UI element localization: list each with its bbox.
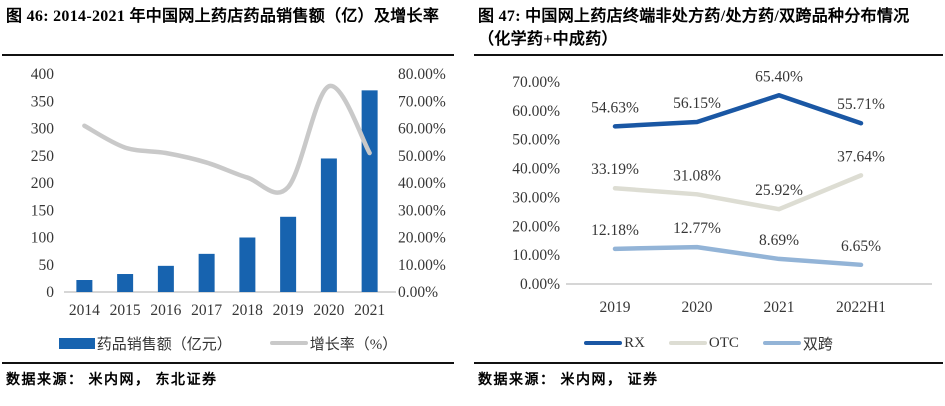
bar-series-swatch-icon xyxy=(58,337,95,349)
svg-text:400: 400 xyxy=(31,66,55,83)
svg-text:0: 0 xyxy=(46,284,54,301)
svg-text:12.18%: 12.18% xyxy=(591,222,639,239)
svg-text:80.00%: 80.00% xyxy=(398,66,446,83)
svg-text:10.00%: 10.00% xyxy=(512,247,560,264)
figure-47-source: 数据来源： 米内网， 证券 xyxy=(478,373,659,388)
svg-text:54.63%: 54.63% xyxy=(591,99,639,116)
svg-text:2020: 2020 xyxy=(682,299,713,316)
svg-text:2016: 2016 xyxy=(150,302,181,319)
svg-text:20.00%: 20.00% xyxy=(398,230,446,247)
svg-text:60.00%: 60.00% xyxy=(398,121,446,138)
svg-text:70.00%: 70.00% xyxy=(398,93,446,110)
figure-47-title: 图 47: 中国网上药店终端非处方药/处方药/双跨品种分布情况（化学药+中成药） xyxy=(478,8,910,48)
svg-text:8.69%: 8.69% xyxy=(759,232,799,249)
svg-text:12.77%: 12.77% xyxy=(673,220,721,237)
rx-line-swatch-icon xyxy=(584,341,623,345)
figure-46-title-rule xyxy=(2,54,454,56)
svg-text:37.64%: 37.64% xyxy=(837,148,885,165)
svg-text:350: 350 xyxy=(31,93,55,110)
svg-text:2022H1: 2022H1 xyxy=(836,299,886,316)
svg-text:30.00%: 30.00% xyxy=(398,202,446,219)
otc-line-swatch-icon xyxy=(668,341,707,345)
svg-text:10.00%: 10.00% xyxy=(398,257,446,274)
figure-46-source: 数据来源： 米内网， 东北证券 xyxy=(6,373,218,388)
sales-growth-combo-chart: 0 50 100 150 200 250 300 350 400 0.00% 10.00% 20.00… xyxy=(31,66,446,319)
growth-line-swatch-icon xyxy=(269,341,308,345)
legend-item-growth: 增长率（%） xyxy=(269,333,398,354)
legend-label-growth: 增长率（%） xyxy=(309,336,398,353)
svg-text:150: 150 xyxy=(31,202,55,219)
legend-item-rx: RX xyxy=(584,335,645,352)
figure-47-panel: 图 47: 中国网上药店终端非处方药/处方药/双跨品种分布情况（化学药+中成药）… xyxy=(462,0,945,406)
svg-text:50: 50 xyxy=(39,257,55,274)
svg-text:65.40%: 65.40% xyxy=(755,68,803,85)
svg-text:2017: 2017 xyxy=(191,302,222,319)
svg-text:31.08%: 31.08% xyxy=(673,167,721,184)
svg-text:250: 250 xyxy=(31,148,55,165)
svg-text:70.00%: 70.00% xyxy=(512,74,560,91)
svg-text:0.00%: 0.00% xyxy=(520,276,560,293)
svg-text:40.00%: 40.00% xyxy=(398,175,446,192)
legend-label-shuangkua: 双跨 xyxy=(802,336,833,353)
svg-text:2020: 2020 xyxy=(313,302,344,319)
svg-text:20.00%: 20.00% xyxy=(512,218,560,235)
svg-text:60.00%: 60.00% xyxy=(512,103,560,120)
shuangkua-line-swatch-icon xyxy=(762,341,801,345)
svg-text:2021: 2021 xyxy=(354,302,385,319)
rx-otc-shuangkua-line-chart: 0.00% 10.00% 20.00% 30.00% 40.00% 50.00% 60.00… xyxy=(512,68,932,316)
svg-text:55.71%: 55.71% xyxy=(837,96,885,113)
svg-text:33.19%: 33.19% xyxy=(591,161,639,178)
figure-47-title-rule xyxy=(474,54,943,56)
figure-46-legend: 药品销售额（亿元） 增长率（%） xyxy=(2,330,454,356)
svg-text:40.00%: 40.00% xyxy=(512,161,560,178)
svg-text:30.00%: 30.00% xyxy=(512,189,560,206)
legend-label-otc: OTC xyxy=(708,334,739,351)
figure-46-title: 图 46: 2014-2021 年中国网上药店药品销售额（亿）及增长率 xyxy=(6,8,440,25)
svg-text:50.00%: 50.00% xyxy=(512,132,560,149)
legend-item-otc: OTC xyxy=(668,334,739,352)
figure-47-bottom-rule xyxy=(474,362,943,364)
svg-text:2014: 2014 xyxy=(69,302,100,319)
figure-47-legend: RX OTC 双跨 xyxy=(474,330,943,356)
legend-label-rx: RX xyxy=(624,334,645,351)
figure-46-bottom-rule xyxy=(2,362,454,364)
legend-item-sales: 药品销售额（亿元） xyxy=(58,333,232,354)
legend-item-shuangkua: 双跨 xyxy=(762,333,833,354)
svg-text:2019: 2019 xyxy=(273,302,304,319)
svg-text:0.00%: 0.00% xyxy=(398,284,438,301)
svg-text:2018: 2018 xyxy=(232,302,263,319)
svg-text:56.15%: 56.15% xyxy=(673,95,721,112)
svg-text:6.65%: 6.65% xyxy=(841,238,881,255)
svg-text:200: 200 xyxy=(31,175,55,192)
svg-text:50.00%: 50.00% xyxy=(398,148,446,165)
figure-46-panel: 图 46: 2014-2021 年中国网上药店药品销售额（亿）及增长率 0 50 1… xyxy=(0,0,462,406)
svg-text:2021: 2021 xyxy=(764,299,795,316)
svg-text:300: 300 xyxy=(31,121,55,138)
svg-text:2015: 2015 xyxy=(110,302,141,319)
svg-text:100: 100 xyxy=(31,230,55,247)
svg-text:2019: 2019 xyxy=(600,299,631,316)
svg-text:25.92%: 25.92% xyxy=(755,182,803,199)
legend-label-sales: 药品销售额（亿元） xyxy=(96,336,232,353)
